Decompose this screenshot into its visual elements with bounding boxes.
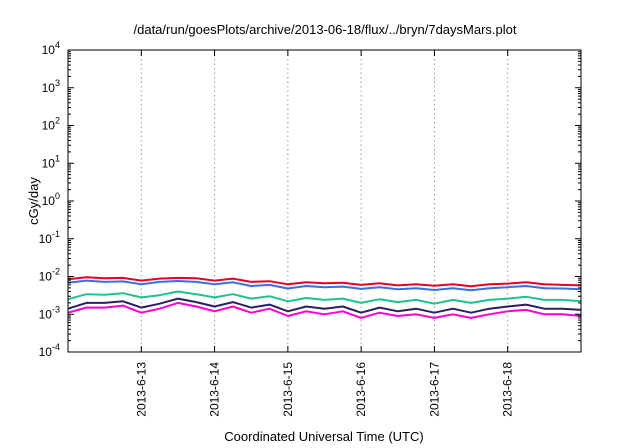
grid: [140, 50, 509, 352]
y-axis-label: cGy/day: [26, 177, 41, 225]
y-tick-label-4: 100: [42, 191, 60, 208]
x-tick-label-5: 2013-6-18: [501, 362, 515, 417]
series-line-4: [67, 301, 582, 319]
x-tick-label-0: 2013-6-13: [134, 362, 148, 417]
x-tick-label-2: 2013-6-15: [281, 362, 295, 417]
series-line-2: [67, 290, 582, 305]
y-tick-label-3: 10-1: [39, 229, 60, 246]
series-line-1: [67, 279, 582, 292]
y-tick-label-1: 10-3: [39, 304, 60, 321]
x-tick-label-3: 2013-6-16: [354, 362, 368, 417]
x-axis: 2013-6-13 2013-6-14 2013-6-15 2013-6-16 2013…: [134, 50, 515, 417]
y-tick-label-0: 10-4: [39, 342, 60, 359]
y-tick-label-8: 104: [42, 40, 60, 57]
series-line-3: [67, 297, 582, 314]
y-tick-label-5: 101: [42, 153, 60, 170]
x-tick-label-4: 2013-6-17: [427, 362, 441, 417]
series-group: [67, 276, 582, 319]
y-axis: 10-4 10-3 10-2 10-1 100 101 102 103 104: [39, 40, 581, 359]
x-tick-label-1: 2013-6-14: [208, 362, 222, 417]
y-tick-label-2: 10-2: [39, 267, 60, 284]
chart-title: /data/run/goesPlots/archive/2013-06-18/f…: [134, 22, 517, 37]
y-tick-label-6: 102: [42, 116, 60, 133]
y-tick-label-7: 103: [42, 78, 60, 95]
x-axis-label: Coordinated Universal Time (UTC): [224, 429, 423, 444]
series-line-0: [67, 276, 582, 288]
